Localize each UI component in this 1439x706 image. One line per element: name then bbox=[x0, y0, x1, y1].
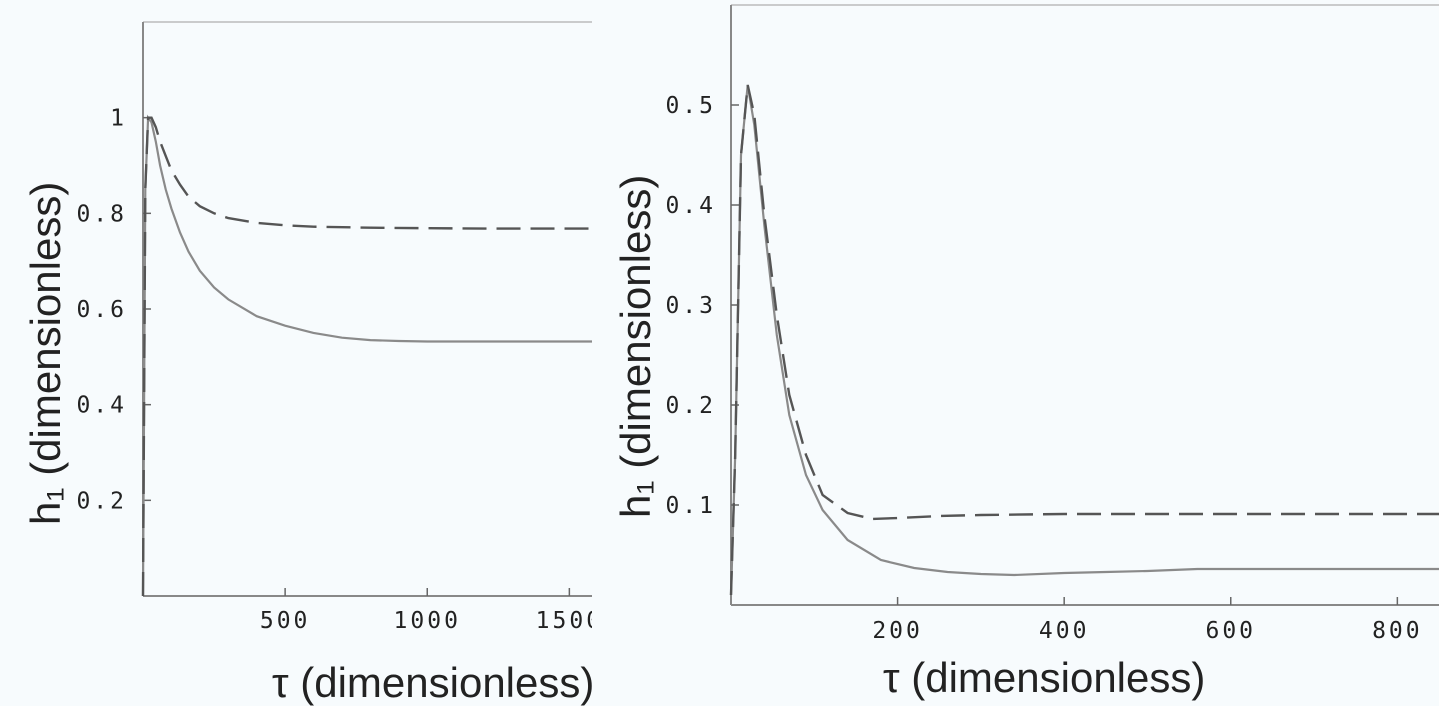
chart-left-x-tick-label: 500 bbox=[260, 608, 311, 634]
chart-left-series-dashed bbox=[141, 116, 592, 597]
chart-left-y-tick-label: 1 bbox=[110, 106, 127, 132]
chart-right-ticks: 200 400 600 800 0.1 0.2 0.3 0.4 0.5 bbox=[665, 93, 1423, 644]
chart-right-series-solid bbox=[729, 84, 1439, 596]
chart-right-x-tick-label: 600 bbox=[1205, 618, 1256, 644]
chart-right-x-tick-label: 800 bbox=[1372, 618, 1423, 644]
chart-right-y-tick-label: 0.1 bbox=[665, 493, 716, 519]
chart-right-series bbox=[729, 84, 1439, 596]
chart-right-x-tick-label: 200 bbox=[872, 618, 923, 644]
chart-right-svg: 200 400 600 800 0.1 0.2 0.3 0.4 0.5 τ (dimension… bbox=[612, 4, 1439, 701]
chart-right-y-axis-label: h₁ (dimensionless) bbox=[612, 175, 659, 518]
chart-right-x-axis-label: τ (dimensionless) bbox=[883, 654, 1205, 701]
chart-left-y-tick-label: 0.6 bbox=[76, 297, 127, 323]
chart-left-y-tick-label: 0.2 bbox=[76, 488, 127, 514]
chart-right-series-dashed bbox=[729, 84, 1439, 596]
chart-right-y-tick-label: 0.2 bbox=[665, 393, 716, 419]
chart-left-y-axis-label: h₁ (dimensionless) bbox=[22, 182, 69, 525]
chart-right-y-tick-label: 0.4 bbox=[665, 193, 716, 219]
chart-left-series-solid bbox=[141, 114, 592, 597]
chart-left-y-tick-label: 0.8 bbox=[76, 201, 127, 227]
chart-left-series bbox=[141, 114, 592, 597]
chart-left-x-axis-label: τ (dimensionless) bbox=[272, 659, 592, 706]
chart-left-y-tick-label: 0.4 bbox=[76, 393, 127, 419]
chart-panel-right: 200 400 600 800 0.1 0.2 0.3 0.4 0.5 τ (dimension… bbox=[598, 0, 1439, 706]
chart-left-x-tick-label: 1000 bbox=[394, 608, 461, 634]
chart-right-x-tick-label: 400 bbox=[1039, 618, 1090, 644]
chart-right-y-tick-label: 0.3 bbox=[665, 293, 716, 319]
chart-right-y-tick-label: 0.5 bbox=[665, 93, 716, 119]
